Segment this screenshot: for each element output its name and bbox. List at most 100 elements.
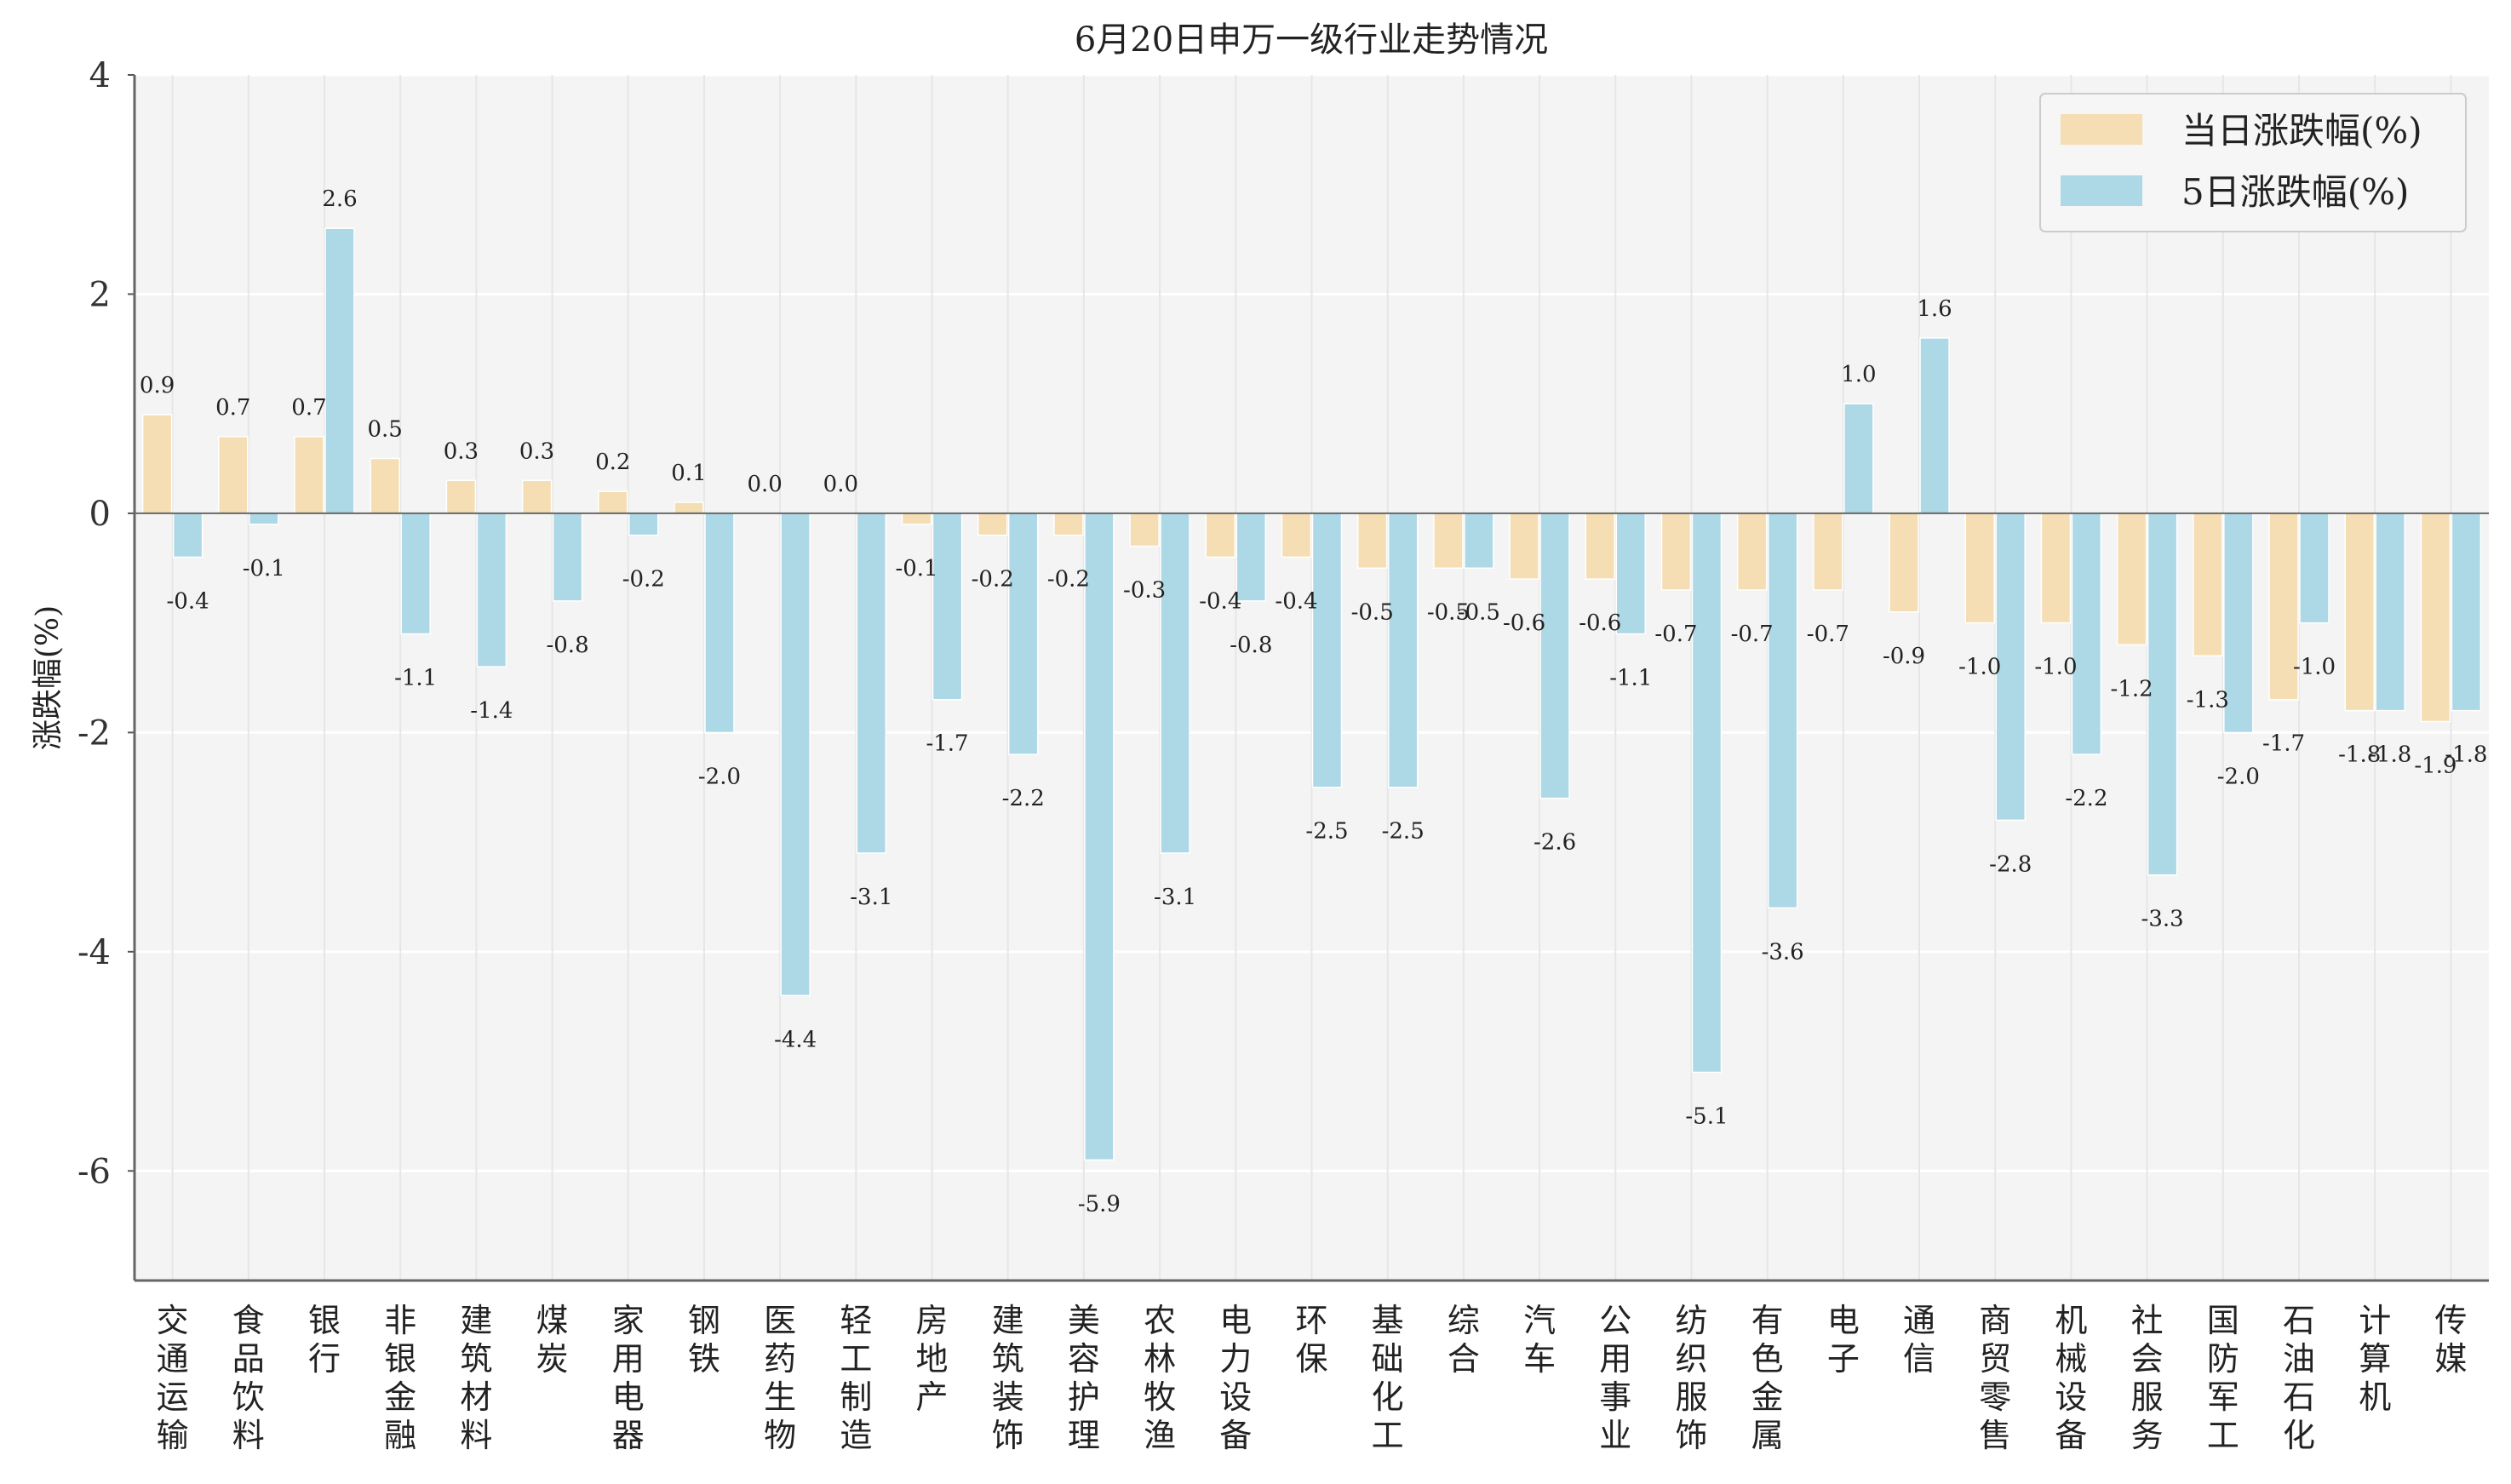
bar-daily-通信 [1889, 513, 1919, 613]
bar-daily-机械设备 [2040, 513, 2072, 624]
data-label-daily: -0.4 [1275, 588, 1317, 614]
data-label-5day: -3.1 [1154, 885, 1196, 910]
data-label-daily: -1.3 [2187, 687, 2229, 713]
bar-5day-综合 [1464, 513, 1494, 570]
bar-daily-建筑装饰 [977, 513, 1008, 536]
x-tick-label: 钢铁 [688, 1302, 720, 1378]
data-label-daily: -0.7 [1654, 622, 1697, 647]
x-tick-label: 石油石化 [2283, 1302, 2315, 1454]
bar-5day-社会服务 [2147, 513, 2178, 876]
x-tick-label: 综合 [1448, 1302, 1480, 1378]
bar-5day-食品饮料 [249, 513, 279, 525]
x-tick-label: 非银金融 [384, 1302, 416, 1454]
x-tick-label: 房地产 [916, 1302, 949, 1416]
bar-daily-美容护理 [1053, 513, 1084, 536]
bar-daily-煤炭 [521, 479, 553, 514]
data-label-daily: 0.3 [444, 438, 479, 464]
x-tick-label: 公用事业 [1599, 1302, 1631, 1454]
y-tick-label: 4 [89, 56, 111, 95]
bar-5day-美容护理 [1084, 513, 1115, 1161]
bar-5day-电力设备 [1235, 513, 1267, 602]
data-label-5day: -2.8 [1989, 851, 2032, 877]
bar-daily-汽车 [1509, 513, 1539, 580]
data-label-daily: 0.3 [519, 438, 554, 464]
bar-daily-有色金属 [1736, 513, 1768, 591]
x-tick-label: 建筑材料 [460, 1302, 492, 1454]
bar-daily-传媒 [2420, 513, 2451, 723]
data-label-5day: -0.2 [622, 567, 665, 593]
bar-5day-通信 [1919, 337, 1950, 514]
bar-daily-计算机 [2344, 513, 2375, 712]
data-label-5day: -0.8 [1230, 633, 1272, 658]
bar-daily-商贸零售 [1964, 513, 1995, 624]
x-tick-label: 机械设备 [2055, 1302, 2087, 1454]
data-label-daily: -0.5 [1351, 599, 1394, 625]
bar-daily-房地产 [901, 513, 932, 525]
data-label-5day: -4.4 [774, 1027, 817, 1052]
data-label-5day: 1.0 [1841, 362, 1876, 387]
bar-5day-钢铁 [704, 513, 735, 734]
data-label-daily: -0.3 [1123, 578, 1166, 604]
bar-daily-国防军工 [2193, 513, 2223, 657]
bar-5day-电子 [1843, 403, 1874, 514]
x-tick-label: 纺织服饰 [1675, 1302, 1707, 1454]
legend: 当日涨跌幅(%) 5日涨跌幅(%) [2039, 93, 2467, 232]
bar-5day-环保 [1311, 513, 1343, 788]
x-tick-label: 通信 [1903, 1302, 1935, 1378]
x-tick-label: 电力设备 [1219, 1302, 1252, 1454]
bar-5day-交通运输 [172, 513, 204, 559]
bar-daily-基础化工 [1356, 513, 1388, 570]
legend-swatch-5day [2061, 175, 2142, 206]
bar-daily-电子 [1813, 513, 1843, 591]
x-tick-labels: 交通运输 食品饮料 银行 非银金融 建筑材料 煤炭 家用电器 钢铁 医药生物 轻工制造 房地产 建筑装… [157, 1302, 2468, 1454]
bar-5day-机械设备 [2071, 513, 2102, 755]
data-label-5day: -1.1 [394, 666, 437, 691]
data-label-daily: 0.5 [367, 417, 402, 443]
bar-daily-综合 [1433, 513, 1464, 570]
data-label-daily: -0.5 [1427, 599, 1470, 625]
data-label-daily: -1.8 [2338, 742, 2381, 768]
data-label-5day: -1.8 [2445, 742, 2487, 768]
data-label-5day: -1.8 [2369, 742, 2411, 768]
y-tick-label: -2 [77, 713, 111, 753]
axes [128, 74, 2489, 1282]
grid-lines [135, 73, 2489, 1281]
bar-5day-建筑材料 [476, 513, 507, 668]
data-label-daily: -1.7 [2262, 731, 2305, 757]
x-tick-label: 传媒 [2434, 1302, 2467, 1378]
data-label-5day: -0.8 [546, 633, 588, 658]
data-label-daily: -0.4 [1199, 588, 1241, 614]
bar-5day-计算机 [2375, 513, 2405, 712]
data-label-5day: 2.6 [322, 186, 357, 212]
data-labels: 0.9 0.7 0.7 0.5 0.3 0.3 0.2 0.1 0.0 0.0 -0.1 -0.2 -0… [140, 186, 2488, 1217]
data-label-5day: 1.6 [1917, 296, 1952, 322]
x-tick-label: 家用电器 [612, 1302, 645, 1454]
data-label-5day: -2.5 [1382, 819, 1425, 845]
data-label-daily: -0.9 [1883, 644, 1925, 669]
x-tick-label: 环保 [1295, 1302, 1327, 1378]
data-label-5day: -3.3 [2141, 907, 2184, 932]
x-tick-label: 食品饮料 [232, 1302, 265, 1454]
data-label-daily: -1.2 [2111, 676, 2153, 702]
bar-5day-纺织服饰 [1691, 513, 1723, 1074]
bar-5day-商贸零售 [1995, 513, 2026, 822]
bar-5day-汽车 [1539, 513, 1570, 799]
x-tick-label: 商贸零售 [1979, 1302, 2011, 1454]
bar-5day-非银金融 [400, 513, 431, 635]
data-label-daily: 0.9 [140, 373, 175, 398]
data-label-daily: -0.6 [1579, 610, 1621, 636]
chart-title: 6月20日申万一级行业走势情况 [1075, 20, 1548, 60]
bar-daily-社会服务 [2116, 513, 2147, 646]
x-tick-label: 电子 [1827, 1302, 1860, 1378]
x-tick-label: 医药生物 [764, 1302, 796, 1454]
data-label-daily: 0.2 [595, 450, 630, 475]
bar-5day-有色金属 [1767, 513, 1798, 909]
bar-daily-农林牧渔 [1129, 513, 1160, 547]
x-tick-label: 煤炭 [536, 1302, 569, 1378]
legend-frame [2039, 93, 2467, 232]
bar-daily-公用事业 [1585, 513, 1616, 580]
bar-daily-环保 [1281, 513, 1312, 559]
bar-5day-传媒 [2451, 513, 2482, 712]
data-label-5day: -0.5 [1458, 599, 1500, 625]
legend-label-5day: 5日涨跌幅(%) [2181, 171, 2409, 213]
